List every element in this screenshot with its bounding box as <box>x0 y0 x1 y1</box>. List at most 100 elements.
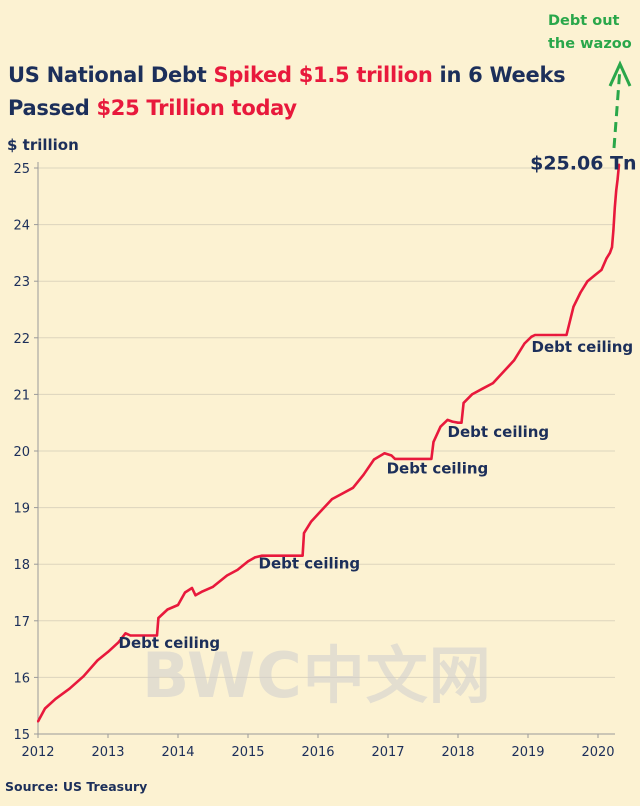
data-point <box>430 457 433 460</box>
data-point <box>362 473 365 476</box>
chart-gridlines <box>38 167 615 678</box>
x-tick-label-2015: 2015 <box>231 745 264 760</box>
title-text-2a: Passed <box>8 96 97 120</box>
data-point <box>600 268 603 271</box>
data-point <box>612 229 615 232</box>
data-point <box>166 608 169 611</box>
data-point <box>225 574 229 577</box>
title-text-1b: in 6 Weeks <box>432 63 566 87</box>
data-point <box>246 560 250 563</box>
data-point <box>533 333 537 337</box>
y-tick-label-25: 25 <box>13 162 30 177</box>
debt-ceiling-label-1: Debt ceiling <box>119 634 221 652</box>
data-point <box>579 291 582 294</box>
data-point <box>554 333 558 337</box>
data-point <box>201 590 204 593</box>
y-tick-label-20: 20 <box>13 445 30 460</box>
data-point <box>351 486 355 489</box>
x-tick-label-2020: 2020 <box>581 745 614 760</box>
note-line-1: Debt out <box>548 13 620 29</box>
data-point <box>439 425 442 428</box>
x-axis-ticks: 2012 2013 2014 2015 2016 2017 2018 2019 2020 <box>21 734 615 760</box>
debt-out-arrow <box>608 60 632 149</box>
title-highlight-passed: $25 Trillion today <box>96 96 297 120</box>
y-tick-label-21: 21 <box>13 388 30 403</box>
data-point <box>106 650 110 654</box>
y-tick-label-17: 17 <box>13 615 30 630</box>
data-point <box>617 163 621 166</box>
data-point <box>372 458 376 461</box>
note-line-2: the wazoo <box>548 36 632 52</box>
data-point <box>183 591 187 594</box>
data-point <box>615 189 618 192</box>
y-axis-label: $ trillion <box>7 136 79 154</box>
title-text-1a: US National Debt <box>8 63 214 87</box>
debt-series <box>36 163 621 723</box>
debt-ceiling-label-2: Debt ceiling <box>259 555 361 573</box>
chart-title-line-2: Passed $25 Trillion today <box>8 96 297 120</box>
data-point <box>302 532 306 535</box>
data-point <box>523 342 526 345</box>
x-tick-label-2016: 2016 <box>301 745 334 760</box>
data-point <box>129 634 132 637</box>
y-tick-label-15: 15 <box>13 728 30 743</box>
chart-axes <box>37 162 615 735</box>
data-point <box>157 616 160 620</box>
data-point <box>211 585 215 588</box>
data-point <box>451 420 454 423</box>
data-point <box>390 454 393 457</box>
data-point <box>176 603 180 607</box>
debt-ceiling-label-5: Debt ceiling <box>532 338 634 356</box>
data-point <box>586 280 589 283</box>
data-point <box>309 520 313 523</box>
debt-ceiling-label-4: Debt ceiling <box>448 423 550 441</box>
data-point <box>253 556 257 559</box>
y-tick-label-19: 19 <box>13 502 30 517</box>
data-point <box>608 251 612 254</box>
data-point <box>82 675 85 678</box>
x-tick-label-2012: 2012 <box>21 745 54 760</box>
y-tick-label-24: 24 <box>13 219 30 234</box>
data-point <box>36 720 40 723</box>
data-point <box>446 418 449 421</box>
y-tick-label-18: 18 <box>13 558 30 573</box>
data-point <box>320 509 323 512</box>
data-point <box>432 440 435 443</box>
y-tick-label-23: 23 <box>13 275 30 290</box>
data-point <box>96 659 99 662</box>
data-point <box>462 401 465 404</box>
data-point <box>260 554 264 557</box>
data-point <box>341 492 344 495</box>
data-point <box>613 206 616 209</box>
chart-title-line-1: US National Debt Spiked $1.5 trillion in… <box>8 63 566 87</box>
chart-annotations: Debt ceiling Debt ceiling Debt ceiling Debt… <box>119 153 637 652</box>
data-point <box>393 457 397 460</box>
data-point <box>117 641 120 644</box>
y-axis-ticks: 15 16 17 18 19 20 21 22 23 24 25 <box>13 162 38 743</box>
data-point <box>456 421 460 424</box>
data-point <box>68 687 71 690</box>
watermark-logo: BWC中文网 <box>142 639 492 712</box>
data-point <box>530 335 533 338</box>
data-point <box>481 387 484 390</box>
x-tick-label-2013: 2013 <box>91 745 124 760</box>
data-point <box>605 257 608 260</box>
data-point <box>512 359 516 362</box>
data-point <box>43 707 47 710</box>
x-tick-label-2018: 2018 <box>441 745 474 760</box>
data-point <box>593 274 596 277</box>
data-point <box>194 594 197 597</box>
data-point <box>470 393 474 396</box>
y-tick-label-22: 22 <box>13 332 30 347</box>
y-tick-label-16: 16 <box>13 671 30 686</box>
x-tick-label-2019: 2019 <box>511 745 544 760</box>
data-point <box>572 305 575 308</box>
debt-ceiling-label-3: Debt ceiling <box>387 460 489 478</box>
data-point <box>616 178 619 181</box>
data-point <box>155 634 159 637</box>
debt-out-note: Debt out the wazoo <box>548 10 640 56</box>
x-tick-label-2017: 2017 <box>371 745 404 760</box>
data-point <box>124 632 127 635</box>
source-note: Source: US Treasury <box>5 779 148 794</box>
